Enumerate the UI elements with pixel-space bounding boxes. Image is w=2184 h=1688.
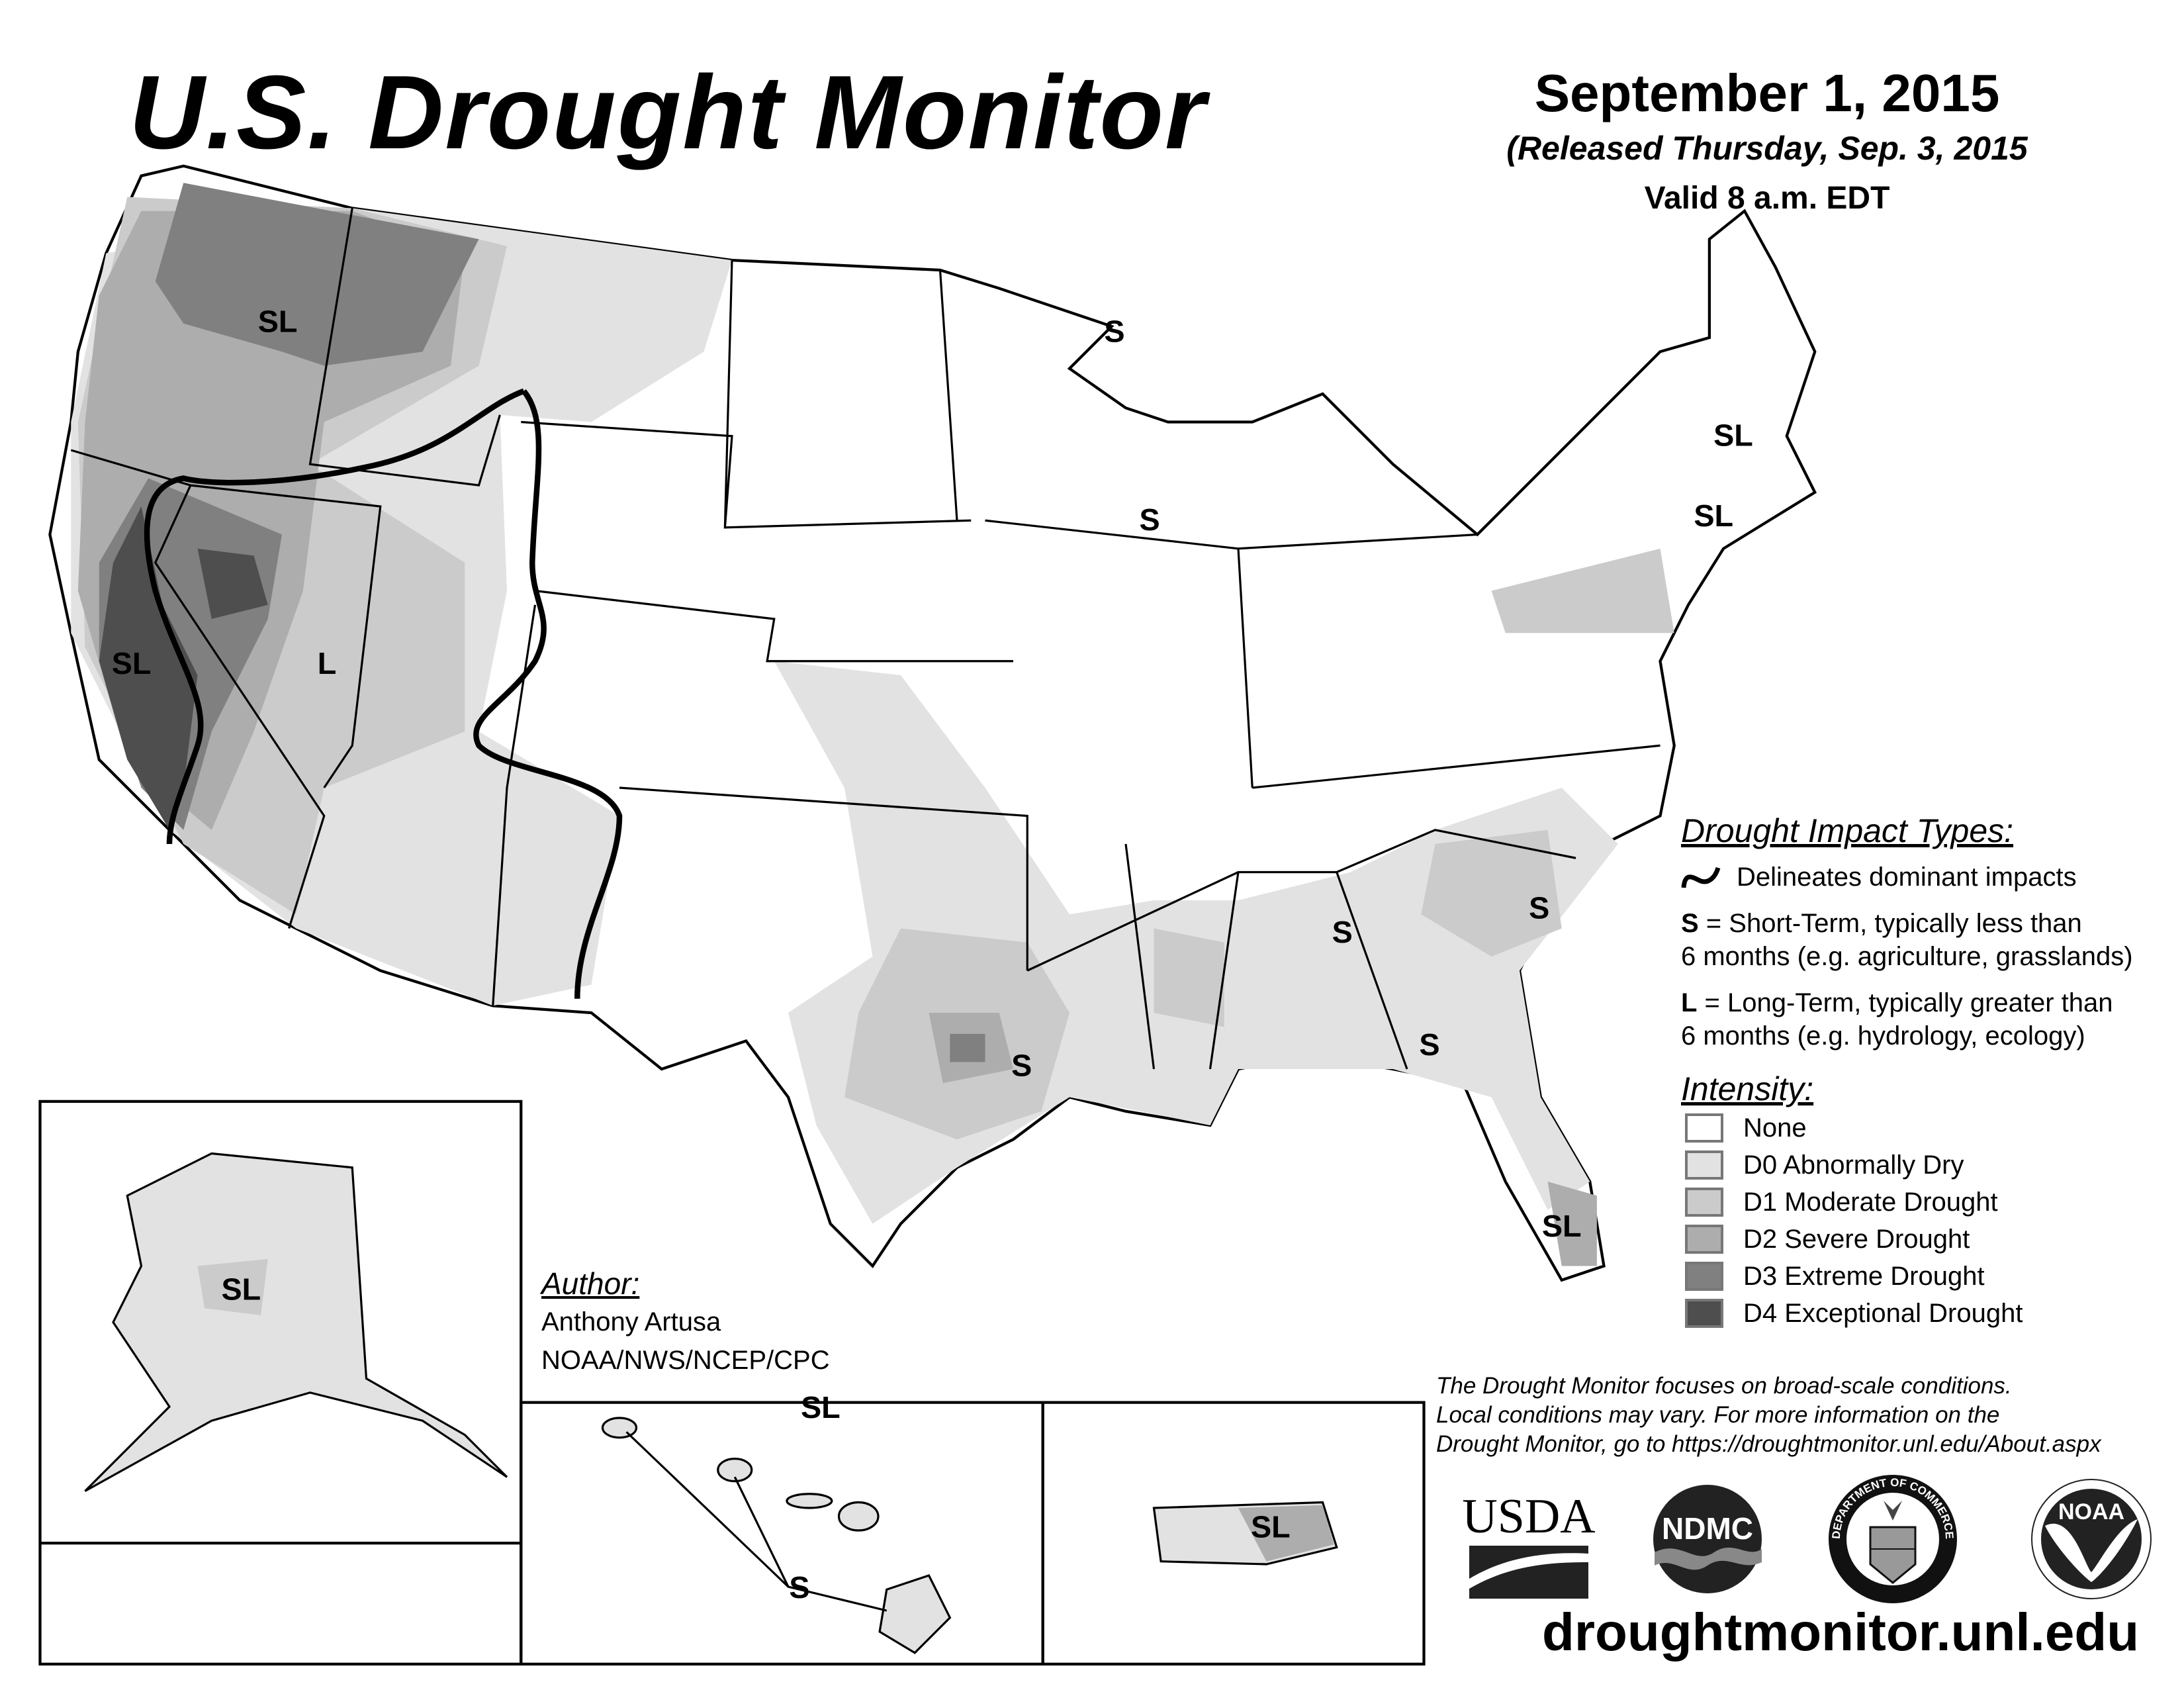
impact-label: SL	[1694, 498, 1733, 533]
short-term-key: S	[1681, 909, 1699, 938]
map-date: September 1, 2015	[1534, 64, 2000, 122]
legend-label: D0 Abnormally Dry	[1743, 1150, 1964, 1180]
legend-label: D4 Exceptional Drought	[1743, 1299, 2023, 1328]
noaa-logo-text: NOAA	[2058, 1499, 2124, 1524]
ndmc-logo: NDMC	[1641, 1473, 1774, 1605]
disclaimer: The Drought Monitor focuses on broad-sca…	[1436, 1372, 2101, 1459]
alaska-shape	[84, 1152, 508, 1492]
puerto-rico-d2	[1238, 1505, 1334, 1562]
short-term-desc-2: 6 months (e.g. agriculture, grasslands)	[1681, 942, 2133, 971]
legend-item-d4: D4 Exceptional Drought	[1681, 1295, 2133, 1332]
impact-label: S	[789, 1570, 809, 1605]
swatch-d4	[1685, 1299, 1723, 1328]
swatch-d2	[1685, 1225, 1723, 1254]
author-block: Author: Anthony Artusa NOAA/NWS/NCEP/CPC	[541, 1264, 830, 1380]
impact-label: S	[1529, 891, 1549, 925]
impact-label: SL	[112, 646, 152, 680]
ndmc-logo-text: NDMC	[1662, 1511, 1753, 1546]
delineation-line-icon	[1681, 867, 1721, 888]
long-term-desc-2: 6 months (e.g. hydrology, ecology)	[1681, 1021, 2085, 1051]
legend: Drought Impact Types: Delineates dominan…	[1681, 814, 2133, 1332]
noaa-logo: NOAA	[2025, 1473, 2158, 1605]
legend-item-d1: D1 Moderate Drought	[1681, 1184, 2133, 1221]
author-name: Anthony Artusa	[541, 1307, 721, 1336]
impact-label: SL	[1251, 1510, 1291, 1544]
intensity-legend: None D0 Abnormally Dry D1 Moderate Droug…	[1681, 1109, 2133, 1332]
website-url[interactable]: droughtmonitor.unl.edu	[1542, 1603, 2140, 1662]
legend-label: D1 Moderate Drought	[1743, 1188, 1998, 1217]
impact-label: SL	[258, 305, 298, 339]
swatch-d1	[1685, 1188, 1723, 1217]
legend-label: D2 Severe Drought	[1743, 1225, 1970, 1254]
swatch-none	[1685, 1113, 1723, 1143]
impact-label: SL	[1713, 418, 1753, 453]
short-term-desc: = Short-Term, typically less than	[1698, 909, 2082, 938]
legend-label: D3 Extreme Drought	[1743, 1262, 1985, 1291]
long-term-legend: L = Long-Term, typically greater than 6 m…	[1681, 986, 2133, 1053]
impact-label: L	[318, 646, 337, 680]
swatch-d0	[1685, 1150, 1723, 1180]
legend-item-d0: D0 Abnormally Dry	[1681, 1147, 2133, 1184]
release-date: (Released Thursday, Sep. 3, 2015	[1506, 130, 2028, 167]
alaska-d1	[197, 1258, 268, 1315]
d3-area-south	[950, 1033, 985, 1062]
impact-label: S	[1140, 502, 1160, 537]
impact-label: S	[1104, 314, 1124, 348]
disclaimer-line: Drought Monitor, go to https://droughtmo…	[1436, 1431, 2101, 1457]
legend-item-d2: D2 Severe Drought	[1681, 1221, 2133, 1258]
long-term-key: L	[1681, 988, 1698, 1017]
valid-time: Valid 8 a.m. EDT	[1644, 181, 1890, 216]
impact-label: S	[1011, 1049, 1032, 1083]
intensity-heading: Intensity:	[1681, 1070, 1814, 1107]
page-title: U.S. Drought Monitor	[129, 54, 1207, 171]
hawaii-islands	[601, 1417, 952, 1654]
author-heading: Author:	[541, 1266, 640, 1301]
usda-logo: USDA	[1462, 1473, 1596, 1605]
impact-types-heading: Drought Impact Types:	[1681, 812, 2014, 849]
legend-item-none: None	[1681, 1109, 2133, 1147]
impact-label: SL	[222, 1272, 261, 1307]
impact-labels: SL SL L S S SL SL S S S S SL SL SL S SL	[112, 305, 1753, 1605]
delineation-legend-item: Delineates dominant impacts	[1681, 861, 2133, 894]
impact-label: SL	[801, 1390, 841, 1425]
state-boundaries	[70, 208, 1661, 1070]
legend-item-d3: D3 Extreme Drought	[1681, 1258, 2133, 1295]
drought-areas	[71, 183, 1674, 1266]
swatch-d3	[1685, 1262, 1723, 1291]
d1-area-south	[844, 548, 1674, 1140]
delineation-label: Delineates dominant impacts	[1737, 863, 2077, 892]
impact-delineation-line	[144, 388, 623, 999]
impact-label: S	[1332, 915, 1353, 949]
short-term-legend: S = Short-Term, typically less than 6 mon…	[1681, 907, 2133, 973]
d2-area-south	[929, 1013, 1597, 1266]
disclaimer-line: The Drought Monitor focuses on broad-sca…	[1436, 1373, 2012, 1399]
legend-label: None	[1743, 1113, 1807, 1143]
commerce-seal: DEPARTMENT OF COMMERCE	[1827, 1473, 1959, 1605]
impact-label: SL	[1542, 1209, 1582, 1243]
usda-logo-text: USDA	[1463, 1489, 1595, 1544]
author-org: NOAA/NWS/NCEP/CPC	[541, 1346, 830, 1375]
disclaimer-line: Local conditions may vary. For more info…	[1436, 1402, 2000, 1428]
long-term-desc: = Long-Term, typically greater than	[1697, 988, 2113, 1017]
impact-label: S	[1419, 1027, 1439, 1062]
inset-frames	[38, 1100, 1426, 1665]
